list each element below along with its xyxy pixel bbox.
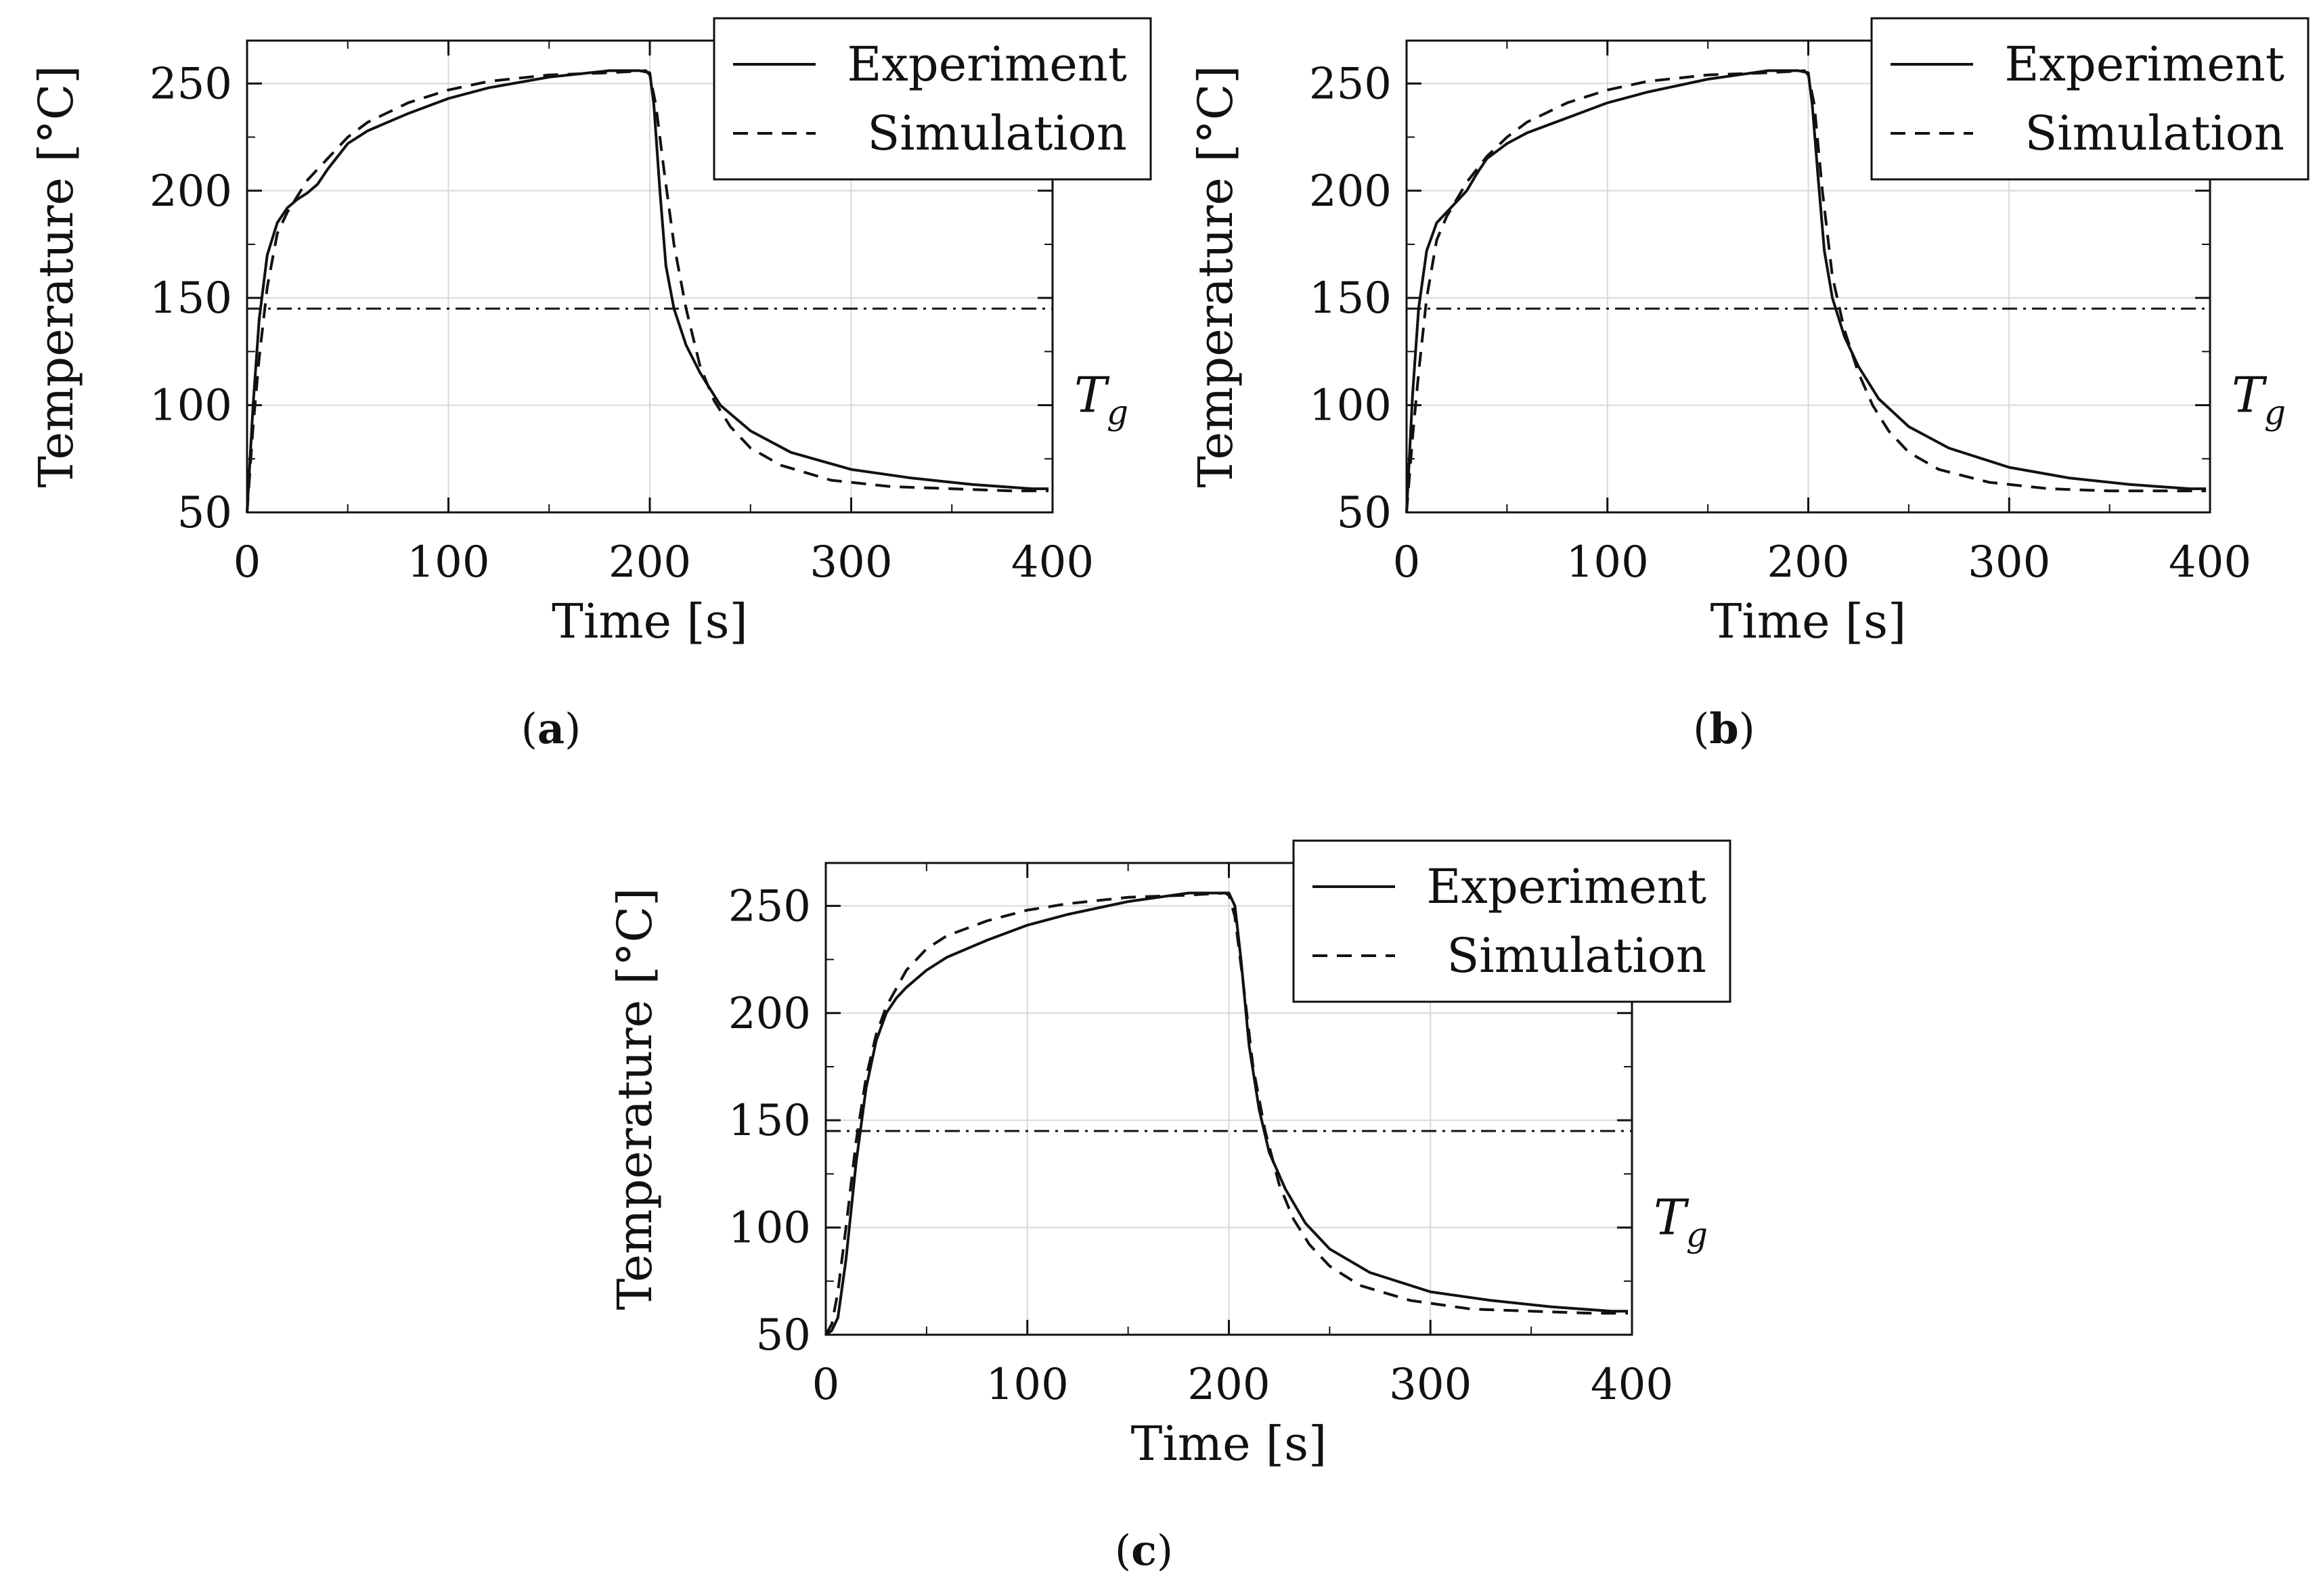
x-tick-label: 400 (2169, 537, 2251, 588)
panel-caption: (b) (1693, 704, 1755, 753)
tg-label-main: T (1074, 367, 1110, 424)
legend-box (1292, 839, 1731, 1003)
y-tick-label: 100 (728, 1203, 811, 1254)
y-tick-label: 100 (150, 381, 232, 431)
tg-label-subscript: g (1686, 1216, 1708, 1255)
legend-label-experiment: Experiment (2004, 37, 2284, 92)
y-tick-label: 100 (1309, 381, 1392, 431)
caption-open-paren: ( (1693, 704, 1709, 753)
series-line-simulation (246, 69, 1048, 513)
x-tick-label: 200 (609, 537, 691, 588)
tg-label-main: T (1654, 1189, 1689, 1246)
x-axis-title: Time [s] (1710, 594, 1907, 649)
panel-a: 0 100 200 300 400 50 100 150 200 250 Time [s] Tempe… (28, 17, 1152, 753)
series-line-experiment (824, 891, 1628, 1336)
legend-label-experiment: Experiment (847, 37, 1127, 92)
caption-open-paren: ( (1115, 1526, 1131, 1575)
y-axis-title: Temperature [°C] (28, 65, 84, 487)
panel-c: 0 100 200 300 400 50 100 150 200 250 Time [s] Tempe… (607, 839, 1731, 1575)
y-tick-label: 200 (150, 167, 232, 217)
caption-letter: c (1131, 1526, 1157, 1575)
x-tick-label: 100 (1566, 537, 1649, 588)
x-tick-label: 400 (1011, 537, 1094, 588)
tg-label-main: T (2232, 367, 2268, 424)
y-axis-title: Temperature [°C] (1188, 65, 1243, 487)
caption-close-paren: ) (1739, 704, 1755, 753)
panel-caption: (a) (521, 704, 581, 753)
tg-label: Tg (1074, 367, 1128, 433)
tg-label: Tg (2232, 367, 2286, 433)
x-tick-label: 400 (1591, 1360, 1673, 1410)
x-tick-label: 0 (234, 537, 261, 588)
x-tick-label: 0 (1393, 537, 1421, 588)
y-tick-label: 250 (150, 59, 232, 109)
series-line-experiment (246, 69, 1048, 513)
x-tick-label: 100 (986, 1360, 1069, 1410)
series-line-experiment (1405, 69, 2207, 513)
y-tick-label: 50 (756, 1310, 811, 1360)
x-tick-label: 300 (810, 537, 892, 588)
legend-label-experiment: Experiment (1426, 859, 1706, 914)
x-axis-title: Time [s] (1131, 1416, 1327, 1471)
caption-letter: b (1709, 704, 1738, 753)
caption-close-paren: ) (565, 704, 581, 753)
y-tick-label: 150 (1309, 273, 1392, 324)
x-tick-label: 300 (1389, 1360, 1472, 1410)
x-tick-label: 100 (407, 537, 489, 588)
y-tick-label: 50 (177, 488, 232, 538)
y-tick-label: 200 (728, 989, 811, 1039)
y-tick-label: 250 (728, 881, 811, 931)
tg-label: Tg (1654, 1189, 1708, 1255)
y-axis-title: Temperature [°C] (607, 887, 663, 1310)
caption-letter: a (537, 704, 565, 753)
tg-label-subscript: g (1107, 393, 1128, 433)
panel-caption: (c) (1115, 1526, 1173, 1575)
x-tick-label: 200 (1187, 1360, 1270, 1410)
x-tick-label: 300 (1968, 537, 2050, 588)
legend-label-simulation: Simulation (867, 106, 1127, 161)
y-tick-label: 150 (728, 1096, 811, 1146)
y-tick-label: 250 (1309, 59, 1392, 109)
series-line-simulation (824, 891, 1628, 1335)
caption-open-paren: ( (521, 704, 537, 753)
x-tick-label: 200 (1767, 537, 1849, 588)
legend-box (713, 17, 1152, 181)
caption-close-paren: ) (1157, 1526, 1173, 1575)
x-tick-label: 0 (812, 1360, 840, 1410)
y-tick-label: 50 (1337, 488, 1392, 538)
y-tick-label: 150 (150, 273, 232, 324)
x-axis-title: Time [s] (552, 594, 748, 649)
legend-box (1870, 17, 2310, 181)
series-line-simulation (1405, 69, 2207, 513)
panel-b: 0 100 200 300 400 50 100 150 200 250 Time [s] Tempe… (1188, 17, 2310, 753)
y-tick-label: 200 (1309, 167, 1392, 217)
legend-label-simulation: Simulation (2025, 106, 2284, 161)
legend-label-simulation: Simulation (1446, 928, 1706, 983)
tg-label-subscript: g (2264, 393, 2286, 433)
